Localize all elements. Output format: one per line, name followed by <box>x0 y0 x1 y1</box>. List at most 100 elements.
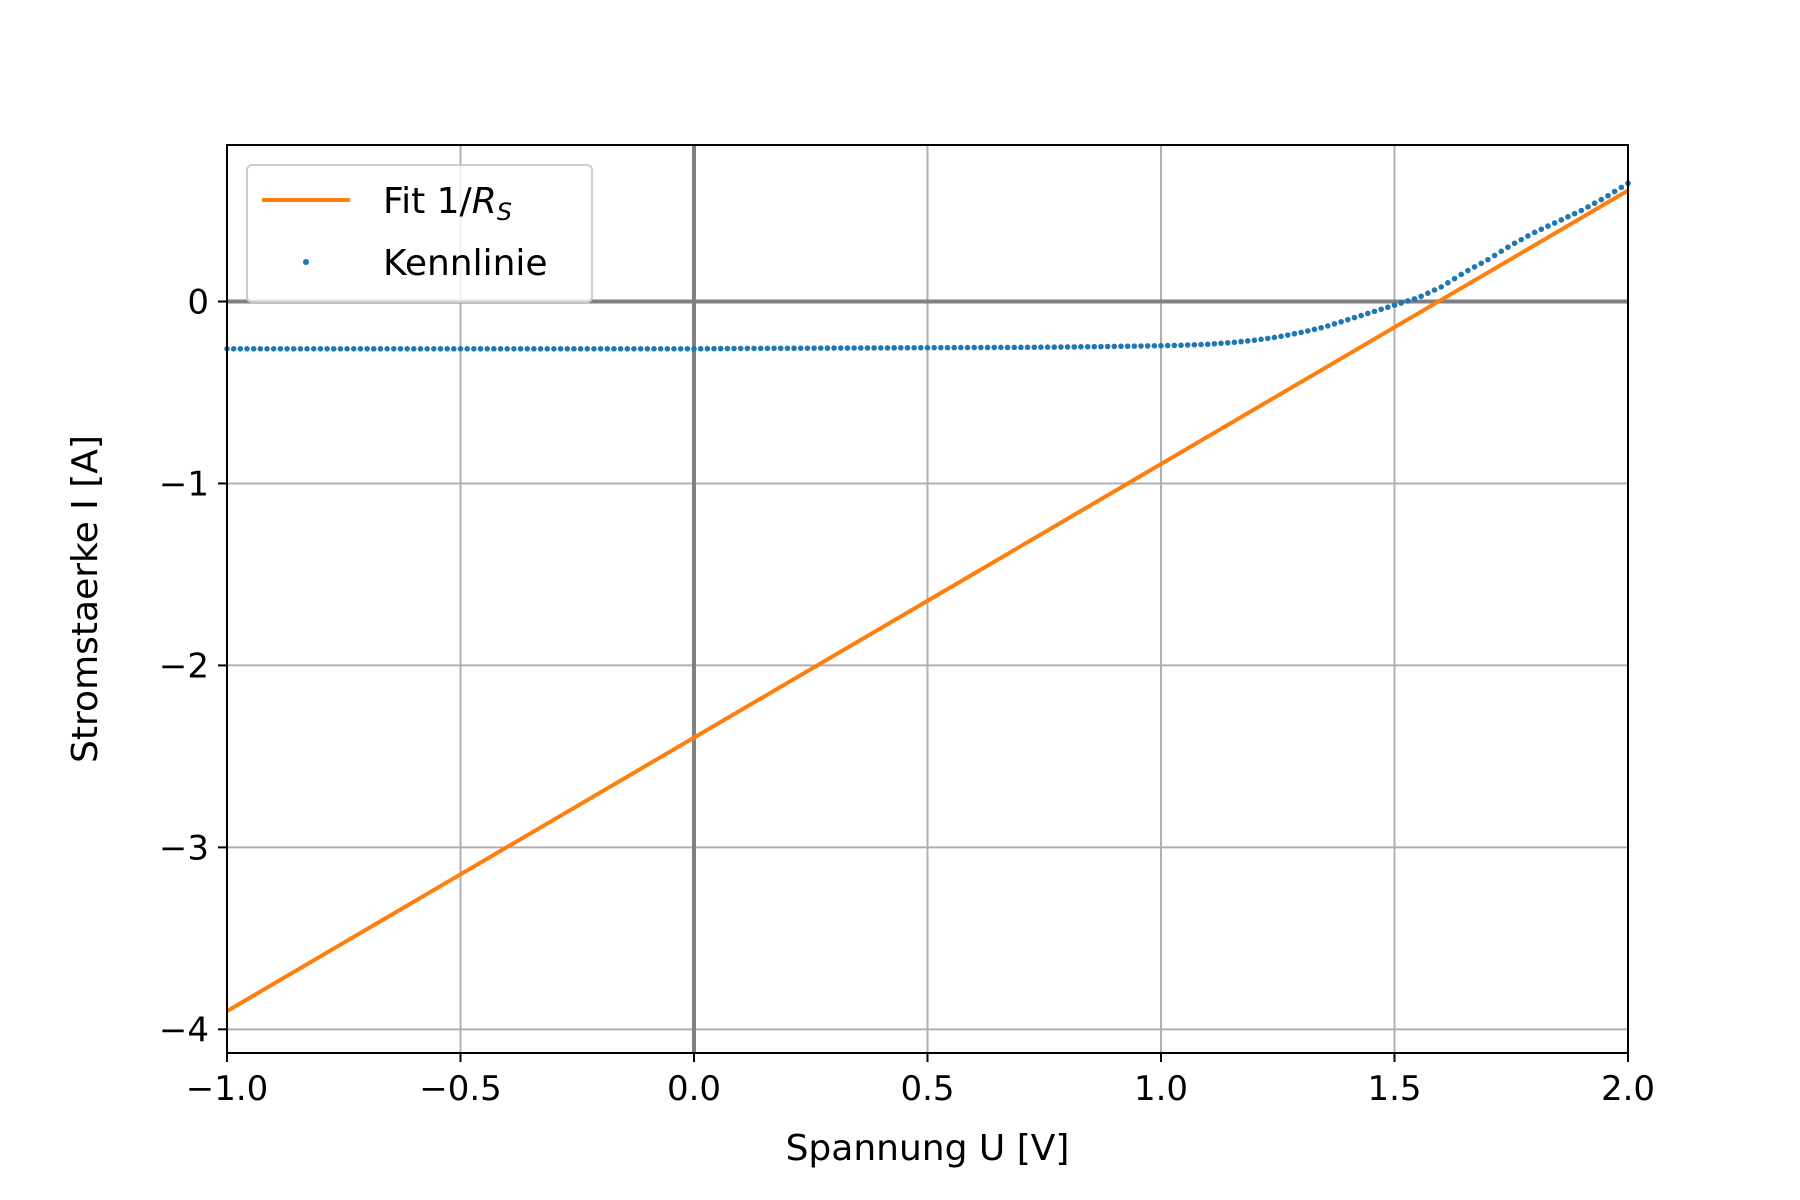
kennlinie-point <box>677 345 684 352</box>
kennlinie-point <box>998 344 1004 351</box>
kennlinie-point <box>1505 244 1511 250</box>
kennlinie-point <box>1278 333 1284 340</box>
kennlinie-point <box>1284 332 1291 338</box>
kennlinie-point <box>237 345 244 352</box>
kennlinie-point <box>1231 339 1238 346</box>
kennlinie-point <box>891 345 897 351</box>
kennlinie-point <box>851 345 857 351</box>
kennlinie-point <box>1405 298 1411 304</box>
kennlinie-point <box>571 345 577 352</box>
kennlinie-point <box>1111 343 1118 350</box>
kennlinie-point <box>577 345 584 352</box>
kennlinie-point <box>1571 210 1578 217</box>
kennlinie-point <box>1071 344 1078 350</box>
kennlinie-point <box>1398 300 1404 306</box>
kennlinie-point <box>1164 342 1171 349</box>
x-axis-label: Spannung U [V] <box>786 1128 1070 1169</box>
kennlinie-point <box>384 345 390 352</box>
kennlinie-point <box>1565 213 1571 220</box>
kennlinie-point <box>464 345 470 352</box>
kennlinie-point <box>264 345 270 352</box>
kennlinie-point <box>1324 323 1331 329</box>
kennlinie-point <box>1385 304 1391 311</box>
kennlinie-point <box>284 345 290 352</box>
kennlinie-point <box>1191 341 1198 348</box>
kennlinie-point <box>777 345 784 352</box>
kennlinie-point <box>644 345 651 352</box>
kennlinie-point <box>1244 338 1251 344</box>
kennlinie-point <box>791 345 797 352</box>
kennlinie-point <box>277 345 284 352</box>
kennlinie-point <box>1124 343 1131 350</box>
kennlinie-point <box>1011 344 1018 351</box>
kennlinie-point <box>471 345 477 352</box>
kennlinie-point <box>1585 204 1591 210</box>
kennlinie-point <box>1084 343 1091 350</box>
kennlinie-point <box>457 345 464 352</box>
kennlinie-point <box>544 345 551 352</box>
kennlinie-point <box>1058 344 1064 350</box>
legend-fit-label: Fit 1/RS <box>383 181 512 226</box>
y-tick-label: −3 <box>159 828 209 868</box>
series-layer <box>224 180 1631 1013</box>
kennlinie-point <box>811 345 817 351</box>
kennlinie-point <box>1298 329 1304 336</box>
kennlinie-point <box>357 345 364 352</box>
y-tick-label: 0 <box>187 282 209 322</box>
kennlinie-point <box>257 345 264 352</box>
x-tick-label: −1.0 <box>186 1069 269 1109</box>
kennlinie-point <box>330 345 337 352</box>
kennlinie-point <box>1478 260 1485 267</box>
kennlinie-point <box>1465 267 1471 274</box>
kennlinie-point <box>1411 296 1418 302</box>
kennlinie-point <box>824 345 831 351</box>
kennlinie-point <box>1351 314 1358 321</box>
kennlinie-point <box>591 345 597 352</box>
x-tick-label: −0.5 <box>419 1069 502 1109</box>
kennlinie-point <box>1558 217 1565 223</box>
kennlinie-point <box>1151 343 1158 349</box>
kennlinie-point <box>1551 220 1558 226</box>
kennlinie-point <box>984 344 991 351</box>
kennlinie-point <box>1198 341 1204 348</box>
kennlinie-point <box>310 345 317 352</box>
kennlinie-point <box>1031 344 1038 351</box>
kennlinie-point <box>924 344 931 351</box>
fit-line <box>225 188 1630 1013</box>
kennlinie-point <box>397 345 404 352</box>
kennlinie-point <box>697 345 704 352</box>
kennlinie-point <box>1358 312 1364 319</box>
kennlinie-point <box>884 345 891 351</box>
kennlinie-point <box>1618 184 1625 191</box>
kennlinie-point <box>1458 271 1465 278</box>
kennlinie-point <box>1545 223 1551 229</box>
kennlinie-point <box>304 345 310 352</box>
kennlinie-point <box>1418 293 1424 300</box>
kennlinie-point <box>871 345 877 351</box>
kennlinie-point <box>1104 343 1111 350</box>
kennlinie-point <box>1144 343 1151 349</box>
kennlinie-point <box>431 345 437 352</box>
x-tick-label: 0.0 <box>667 1069 721 1109</box>
kennlinie-point <box>1064 344 1071 350</box>
kennlinie-point <box>1224 340 1231 346</box>
kennlinie-point <box>484 345 490 352</box>
kennlinie-point <box>1391 302 1398 308</box>
kennlinie-point <box>1098 343 1104 350</box>
kennlinie-point <box>717 345 724 352</box>
axis-ticks: −1.0 −0.5 0.0 0.5 1.0 1.5 2.0 −4 −3 −2 −1 0 <box>159 282 1655 1109</box>
kennlinie-point <box>517 345 524 352</box>
kennlinie-point <box>918 344 924 351</box>
kennlinie-point <box>1291 330 1298 337</box>
kennlinie-point <box>1004 344 1011 351</box>
kennlinie-point <box>1311 326 1318 333</box>
kennlinie-point <box>1538 226 1545 233</box>
kennlinie-point <box>657 345 664 352</box>
kennlinie-point <box>1485 256 1491 263</box>
kennlinie-point <box>691 345 697 352</box>
kennlinie-point <box>1578 207 1585 214</box>
kennlinie-point <box>250 345 257 352</box>
x-tick-label: 1.5 <box>1367 1069 1421 1109</box>
legend-kennlinie-swatch <box>303 259 309 265</box>
kennlinie-point <box>524 345 531 352</box>
